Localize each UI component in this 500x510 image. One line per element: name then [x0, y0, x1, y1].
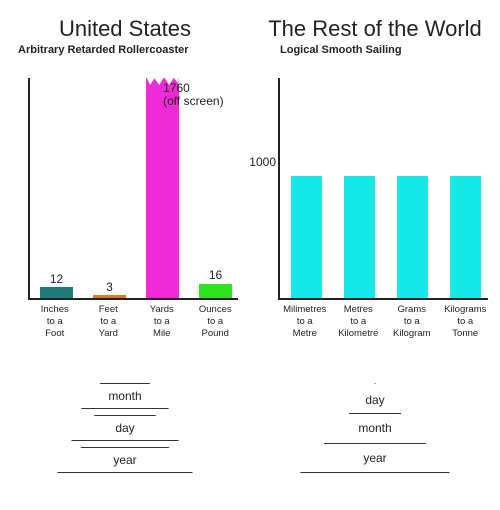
- right-title: The Rest of the World: [250, 16, 500, 44]
- right-bar-0: [284, 78, 329, 298]
- right-cat-1-l2: to a: [336, 316, 382, 328]
- left-cat-0: Inchesto aFoot: [32, 302, 78, 348]
- right-chart-axes: 1000: [278, 78, 488, 300]
- left-cat-0-l3: Foot: [32, 328, 78, 340]
- world-date-label-0: day: [365, 393, 384, 407]
- comparison-infographic: United States The Rest of the World Arbi…: [0, 0, 500, 510]
- right-category-labels: Milimetresto aMetreMetresto aKilometreGr…: [282, 302, 488, 348]
- right-date-cell: day month year: [250, 348, 500, 510]
- us-date-label-0: month: [108, 389, 141, 403]
- left-cat-1-l2: to a: [86, 316, 132, 328]
- off-screen-label: 1760(off screen): [163, 82, 223, 108]
- left-bar-2: [140, 78, 185, 298]
- left-cat-0-l2: to a: [32, 316, 78, 328]
- world-pyramid-divider-2: [324, 443, 426, 444]
- right-cat-2-l3: Kilogram: [389, 328, 435, 340]
- left-subtitle: Arbitrary Retarded Rollercoaster: [0, 44, 250, 56]
- right-subtitle: Logical Smooth Sailing: [250, 44, 500, 56]
- right-cat-3-l2: to a: [443, 316, 489, 328]
- left-cat-1-l1: Feet: [86, 304, 132, 316]
- left-chart-cell: 12316 1760(off screen) Inchesto aFootFee…: [0, 68, 250, 348]
- left-bar-rect-2: [146, 78, 178, 298]
- right-bar-1: [337, 78, 382, 298]
- left-cat-1-l3: Yard: [86, 328, 132, 340]
- us-date-format: month day year: [45, 379, 205, 479]
- left-bar-0: 12: [34, 78, 79, 298]
- right-cat-0-l3: Metre: [282, 328, 328, 340]
- right-cat-0: Milimetresto aMetre: [282, 302, 328, 348]
- world-date-label-2: year: [363, 451, 386, 465]
- left-bar-rect-0: [40, 287, 72, 298]
- left-bar-rect-1: [93, 295, 125, 298]
- left-bar-value-0: 12: [50, 273, 63, 286]
- left-chart-axes: 12 3 16 1760(off screen): [28, 78, 238, 300]
- right-cat-0-l2: to a: [282, 316, 328, 328]
- us-date-label-1: day: [115, 421, 134, 435]
- us-date-row-0: month: [81, 383, 169, 409]
- right-bar-3: [443, 78, 488, 298]
- left-bar-1: 3: [87, 78, 132, 298]
- left-cat-3-l3: Pound: [193, 328, 239, 340]
- right-bar-2: [390, 78, 435, 298]
- right-ytick-label: 1000: [249, 155, 280, 169]
- right-cat-2-l2: to a: [389, 316, 435, 328]
- left-bar-value-3: 16: [209, 269, 222, 282]
- right-cat-2: Gramsto aKilogram: [389, 302, 435, 348]
- right-bar-rect-2: [397, 176, 429, 298]
- right-cat-3-l1: Kilograms: [443, 304, 489, 316]
- left-bar-value-1: 3: [106, 281, 113, 294]
- us-date-label-2: year: [113, 453, 136, 467]
- right-cat-3: Kilogramsto aTonne: [443, 302, 489, 348]
- left-cat-3: Ouncesto aPound: [193, 302, 239, 348]
- left-cat-0-l1: Inches: [32, 304, 78, 316]
- right-cat-3-l3: Tonne: [443, 328, 489, 340]
- world-pyramid-divider-1: [349, 413, 401, 414]
- world-date-label-1: month: [358, 421, 391, 435]
- right-cat-0-l1: Milimetres: [282, 304, 328, 316]
- left-cat-2-l2: to a: [139, 316, 185, 328]
- left-date-cell: month day year: [0, 348, 250, 510]
- right-bar-rect-0: [291, 176, 323, 298]
- left-cat-3-l1: Ounces: [193, 304, 239, 316]
- us-date-row-1: day: [71, 415, 179, 441]
- left-cat-3-l2: to a: [193, 316, 239, 328]
- left-cat-2-l3: Mile: [139, 328, 185, 340]
- left-category-labels: Inchesto aFootFeetto aYardYardsto aMileO…: [32, 302, 238, 348]
- right-bar-rect-1: [344, 176, 376, 298]
- left-bar-3: 16: [193, 78, 238, 298]
- left-cat-1: Feetto aYard: [86, 302, 132, 348]
- us-date-row-2: year: [57, 447, 193, 473]
- right-chart-cell: 1000 Milimetresto aMetreMetresto aKilome…: [250, 68, 500, 348]
- right-cat-2-l1: Grams: [389, 304, 435, 316]
- right-cat-1-l3: Kilometre: [336, 328, 382, 340]
- left-cat-2: Yardsto aMile: [139, 302, 185, 348]
- left-bars: 12 3 16: [34, 78, 238, 298]
- left-bar-rect-3: [199, 284, 231, 298]
- right-bars: [284, 78, 488, 298]
- world-date-format: day month year: [295, 379, 455, 479]
- off-screen-note: (off screen): [163, 95, 223, 108]
- right-cat-1-l1: Metres: [336, 304, 382, 316]
- left-cat-2-l1: Yards: [139, 304, 185, 316]
- right-cat-1: Metresto aKilometre: [336, 302, 382, 348]
- left-title: United States: [0, 16, 250, 44]
- right-bar-rect-3: [450, 176, 482, 298]
